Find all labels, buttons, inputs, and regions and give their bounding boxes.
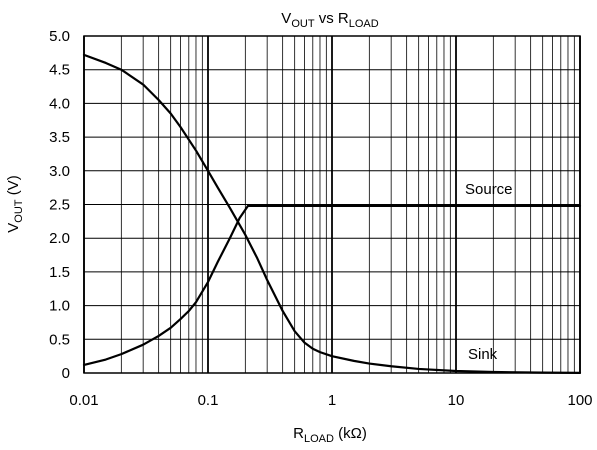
y-axis-label-unit: (V) [5,175,22,199]
y-tick-label: 4.5 [49,62,70,79]
x-axis-label-subscript: LOAD [304,433,334,445]
chart-title: VOUT vs RLOAD [281,10,378,30]
y-tick-label: 1.5 [49,264,70,281]
y-tick-label: 0.5 [49,331,70,348]
series-group [82,53,582,374]
y-tick-label: 5.0 [49,28,70,45]
y-axis-label-main: V [5,223,22,233]
title-middle-subscript: LOAD [349,18,379,30]
series-line-source [82,204,582,367]
y-tick-label: 2.5 [49,197,70,214]
series-label-sink: Sink [468,346,498,363]
y-tick-label: 0 [62,365,70,382]
x-tick-label: 100 [567,392,592,409]
title-main-subscript: OUT [291,18,315,30]
grid [83,35,581,374]
x-tick-label: 0.1 [198,392,219,409]
x-tick-label: 10 [448,392,465,409]
x-axis-label: RLOAD (kΩ) [293,425,367,445]
title-middle: vs R [315,10,349,27]
x-tick-labels: 0.01 0.1 1 10 100 [69,392,592,409]
y-tick-label: 4.0 [49,95,70,112]
title-main: V [281,10,291,27]
y-axis-label-subscript: OUT [13,199,25,223]
series-line-sink [82,53,582,374]
y-tick-labels: 0 0.5 1.0 1.5 2.0 2.5 3.0 3.5 4.0 4.5 5.0 [49,28,70,382]
y-axis-label: VOUT (V) [5,175,25,232]
y-tick-label: 2.0 [49,230,70,247]
y-tick-label: 3.0 [49,163,70,180]
x-tick-label: 0.01 [69,392,98,409]
y-tick-label: 1.0 [49,298,70,315]
plot-area-frame [83,35,581,374]
x-axis-label-main: R [293,425,304,442]
series-label-source: Source [465,181,513,198]
y-tick-label: 3.5 [49,129,70,146]
x-axis-label-unit: (kΩ) [334,425,367,442]
x-tick-label: 1 [328,392,336,409]
